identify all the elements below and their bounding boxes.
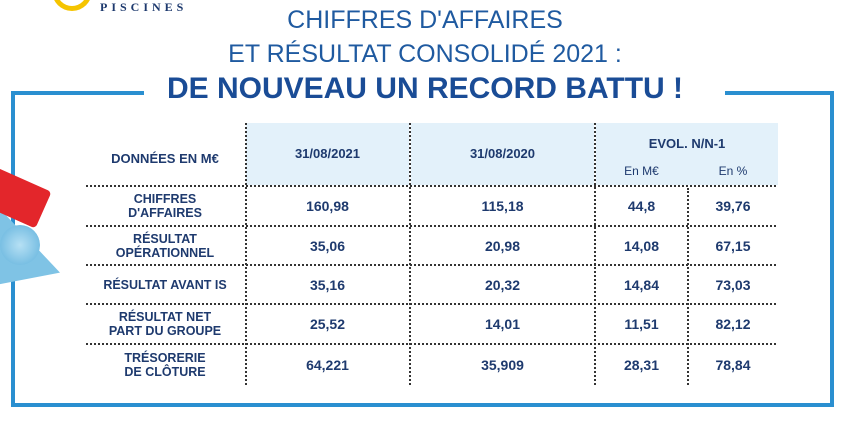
header-2021: 31/08/2021 [294,145,361,161]
table-cell-2021: 25,52 [309,316,346,332]
divider-h3 [86,264,776,266]
table-cell-evol-meur: 14,84 [623,276,660,293]
row-label-chiffres-affaires: CHIFFRES D'AFFAIRES [86,187,244,225]
row-label-resultat-net: RÉSULTAT NET PART DU GROUPE [86,305,244,343]
table-cell-evol-meur: 44,8 [627,198,656,214]
table-cell-evol-pct: 82,12 [715,316,751,332]
row-label-resultat-avant-is: RÉSULTAT AVANT IS [86,266,244,303]
frame-top-left [11,91,144,95]
table-cell-2020: 35,909 [481,357,524,373]
divider-h4 [86,303,776,305]
divider-h2 [86,225,776,227]
decorative-water-highlight [0,225,40,265]
header-evol-meur: En M€ [624,164,659,178]
row-label-line1: TRÉSORERIE [124,351,206,365]
table-cell-2021: 64,221 [306,357,349,373]
table-cell-2021: 160,98 [306,198,349,214]
divider-h5 [86,343,776,345]
frame-top-right [725,91,834,95]
table-cell-evol-pct: 73,03 [715,276,751,293]
table-cell-2021: 35,06 [309,237,346,254]
row-label-line1: RÉSULTAT [133,231,197,246]
header-bg-2020 [411,123,594,185]
table-cell-2020: 14,01 [484,316,521,332]
title-line-2: ET RÉSULTAT CONSOLIDÉ 2021 : [228,40,622,68]
divider-v2 [409,123,411,385]
row-label-line2: D'AFFAIRES [128,206,202,220]
header-evolution: EVOL. N/N-1 [648,135,726,151]
divider-h1 [86,185,776,187]
table-cell-2020: 20,32 [484,276,521,293]
table-cell-evol-pct: 39,76 [715,198,751,214]
row-label-resultat-operationnel: RÉSULTAT OPÉRATIONNEL [86,227,244,264]
row-label-line1: CHIFFRES [133,192,197,206]
header-2020: 31/08/2020 [469,145,536,161]
row-label-line1: RÉSULTAT AVANT IS [103,277,227,292]
table-cell-evol-meur: 28,31 [623,357,660,373]
title-line-3: DE NOUVEAU UN RECORD BATTU ! [166,72,684,105]
brand-name: PISCINES [100,0,188,14]
divider-v3 [594,123,596,385]
header-bg-2021 [246,123,409,185]
table-cell-evol-pct: 78,84 [715,357,751,373]
row-label-tresorerie: TRÉSORERIE DE CLÔTURE [86,345,244,385]
table-cell-evol-meur: 11,51 [624,316,659,332]
divider-v1 [245,123,247,385]
header-bg-evol [596,123,778,185]
table-cell-2021: 35,16 [309,276,346,293]
table-cell-evol-pct: 67,15 [715,237,751,254]
title-line-1: CHIFFRES D'AFFAIRES [287,6,563,34]
row-label-line2: OPÉRATIONNEL [115,245,215,260]
table-cell-2020: 115,18 [481,198,524,214]
table-cell-2020: 20,98 [484,237,521,254]
row-label-line1: RÉSULTAT NET [118,310,212,324]
row-label-line2: PART DU GROUPE [108,324,222,338]
row-label-line2: DE CLÔTURE [124,365,206,379]
divider-v4 [687,188,689,385]
table-cell-evol-meur: 14,08 [623,237,660,254]
header-evol-pct: En % [718,164,748,178]
header-label-column: DONNÉES EN M€ [111,150,219,166]
